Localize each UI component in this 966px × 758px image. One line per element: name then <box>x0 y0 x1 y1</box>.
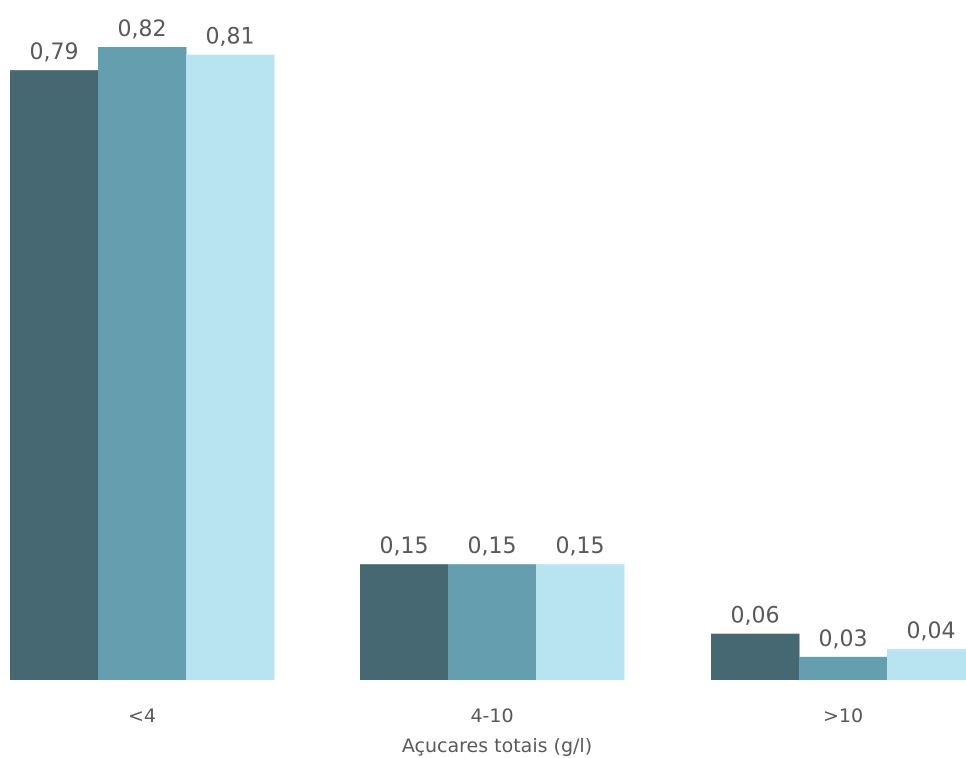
value-label-0-2: 0,81 <box>206 25 255 50</box>
value-label-0-0: 0,79 <box>30 40 79 65</box>
x-axis-title: Açucares totais (g/l) <box>402 735 592 757</box>
x-tick-labels: <4 4-10 >10 <box>128 705 863 727</box>
bar-2-0 <box>711 633 800 680</box>
value-labels-layer: 0,79 0,82 0,81 0,15 0,15 0,15 0,06 0,03 0,04 <box>30 17 956 652</box>
x-tick-label: 4-10 <box>470 705 513 727</box>
bar-0-2 <box>186 54 275 681</box>
bar-2-2 <box>887 649 966 680</box>
bar-1-0 <box>360 564 449 680</box>
value-label-1-0: 0,15 <box>380 534 429 559</box>
bar-0-1 <box>98 47 187 680</box>
x-tick-label: >10 <box>823 705 863 727</box>
bar-2-1 <box>799 656 888 680</box>
value-label-1-2: 0,15 <box>556 534 605 559</box>
bar-1-2 <box>536 564 625 680</box>
bar-1-1 <box>448 564 537 680</box>
value-label-2-1: 0,03 <box>819 627 868 652</box>
value-label-1-1: 0,15 <box>468 534 517 559</box>
value-label-0-1: 0,82 <box>118 17 167 42</box>
bars-layer <box>10 47 966 681</box>
value-label-2-0: 0,06 <box>731 604 780 629</box>
x-tick-label: <4 <box>128 705 156 727</box>
bar-0-0 <box>10 70 99 680</box>
value-label-2-2: 0,04 <box>907 619 956 644</box>
